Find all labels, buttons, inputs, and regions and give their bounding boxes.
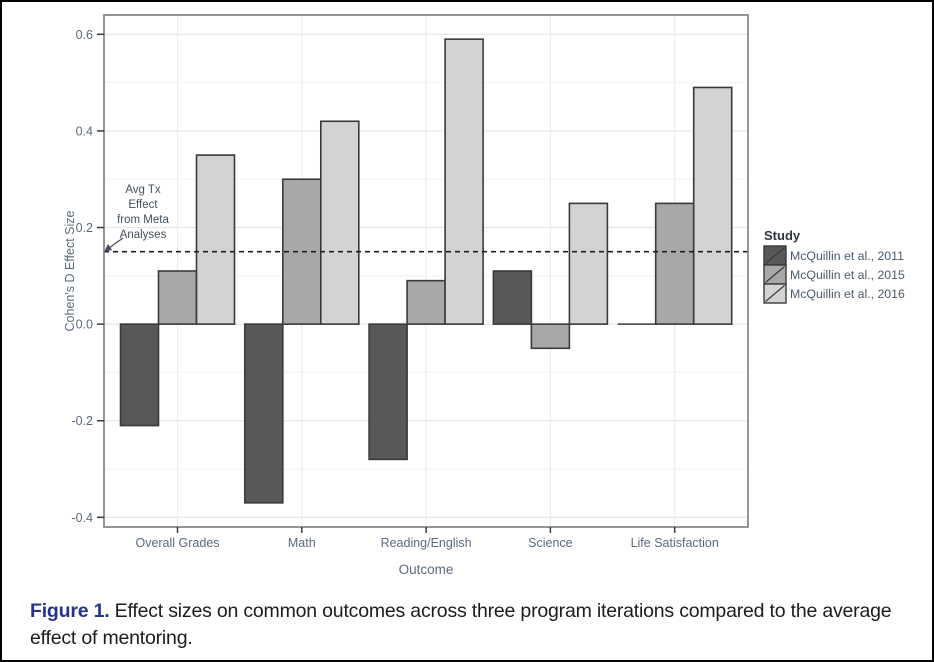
y-axis-title: Cohen's D Effect Size [63, 210, 77, 331]
avg-effect-annotation-line: from Meta [117, 214, 169, 226]
x-tick-label: Overall Grades [135, 536, 219, 550]
y-tick-label: -0.4 [71, 511, 93, 525]
bar-series1-cat2 [244, 323, 284, 504]
bar-series3-cat1 [195, 154, 236, 325]
y-tick-label: 0.6 [76, 28, 93, 42]
bar-series3-cat5 [692, 86, 733, 325]
y-tick-label: -0.2 [71, 414, 93, 428]
bar-series2-cat5 [654, 202, 695, 325]
bar-series3-cat3 [444, 38, 484, 325]
bar-series3-cat2 [319, 120, 360, 325]
legend-swatch-diagonal [765, 266, 785, 283]
annotation-arrowhead [104, 244, 112, 252]
legend-swatch-diagonal [765, 247, 785, 264]
x-tick-label: Life Satisfaction [631, 536, 719, 550]
bar-series1-cat1 [119, 323, 160, 427]
figure-caption: Figure 1. Effect sizes on common outcome… [30, 598, 916, 653]
bar-series2-cat1 [157, 270, 198, 325]
legend-swatch-diagonal [765, 285, 785, 302]
figure-caption-label: Figure 1. [30, 600, 110, 622]
y-tick-label: 0.2 [76, 221, 93, 235]
figure-caption-text: Effect sizes on common outcomes across t… [30, 600, 892, 650]
avg-effect-annotation-line: Effect [128, 199, 158, 211]
x-tick-label: Science [528, 536, 573, 550]
x-axis-title: Outcome [399, 562, 454, 577]
effect-size-bar-chart: 0.6 0.4 0.2 0.0 -0.2 -0.4 Overall Grades Math Re… [63, 14, 905, 577]
x-tick-label: Math [288, 536, 316, 550]
legend-title: Study [764, 228, 801, 243]
legend-label: McQuillin et al., 2011 [790, 249, 904, 263]
bar-series1-cat3 [368, 323, 408, 461]
avg-effect-annotation-line: Analyses [120, 229, 167, 241]
avg-effect-annotation-line: Avg Tx [125, 184, 161, 196]
y-tick-label: 0.0 [76, 318, 93, 332]
bar-series2-cat4 [530, 323, 571, 350]
y-tick-label: 0.4 [76, 124, 93, 138]
annotation-arrow [107, 237, 124, 250]
bar-series2-cat3 [406, 279, 446, 325]
x-tick-label: Reading/English [381, 536, 472, 550]
bar-series3-cat4 [568, 202, 609, 325]
legend-label: McQuillin et al., 2015 [790, 268, 905, 282]
bar-series1-cat4 [492, 270, 533, 325]
legend-label: McQuillin et al., 2016 [790, 287, 905, 301]
